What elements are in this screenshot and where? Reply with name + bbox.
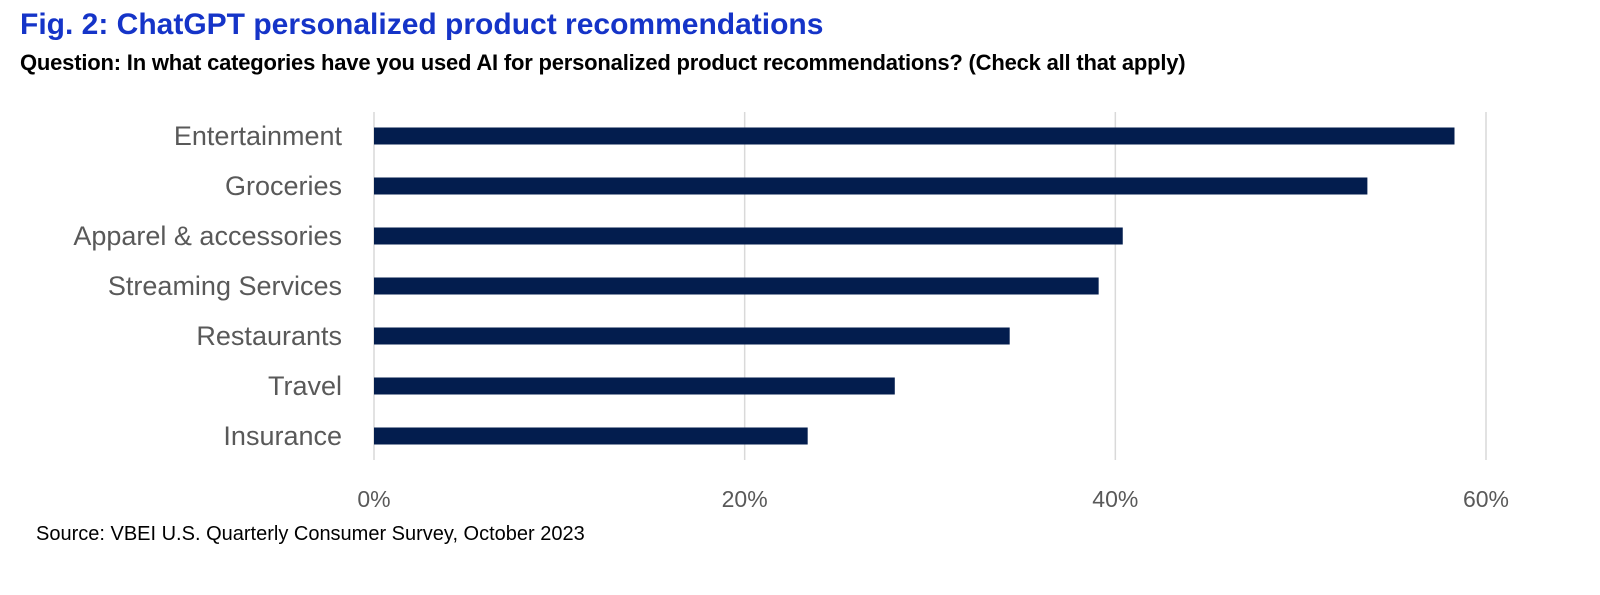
- x-axis-tick-labels: 0% 20% 40% 60%: [357, 486, 1509, 512]
- x-tick-label-0: 0%: [357, 486, 390, 512]
- category-labels: Entertainment Groceries Apparel & accessor…: [73, 121, 342, 451]
- category-label-streaming-services: Streaming Services: [108, 271, 342, 301]
- x-tick-label-20: 20%: [722, 486, 768, 512]
- bar-restaurants: [374, 327, 1010, 345]
- bar-streaming-services: [374, 277, 1099, 295]
- category-label-entertainment: Entertainment: [174, 121, 343, 151]
- x-tick-label-40: 40%: [1092, 486, 1138, 512]
- category-label-travel: Travel: [268, 371, 342, 401]
- source-note: Source: VBEI U.S. Quarterly Consumer Sur…: [36, 523, 585, 545]
- category-label-groceries: Groceries: [225, 171, 342, 201]
- x-tick-label-60: 60%: [1463, 486, 1509, 512]
- bar-entertainment: [374, 127, 1455, 145]
- bar-groceries: [374, 177, 1368, 195]
- chart-title: Fig. 2: ChatGPT personalized product rec…: [20, 8, 824, 41]
- bar-apparel-accessories: [374, 227, 1123, 245]
- bars: [374, 127, 1455, 445]
- category-label-insurance: Insurance: [223, 421, 342, 451]
- category-label-apparel-accessories: Apparel & accessories: [73, 221, 342, 251]
- bar-travel: [374, 377, 895, 395]
- bar-insurance: [374, 427, 808, 445]
- category-label-restaurants: Restaurants: [196, 321, 342, 351]
- chart-subtitle: Question: In what categories have you us…: [20, 50, 1186, 75]
